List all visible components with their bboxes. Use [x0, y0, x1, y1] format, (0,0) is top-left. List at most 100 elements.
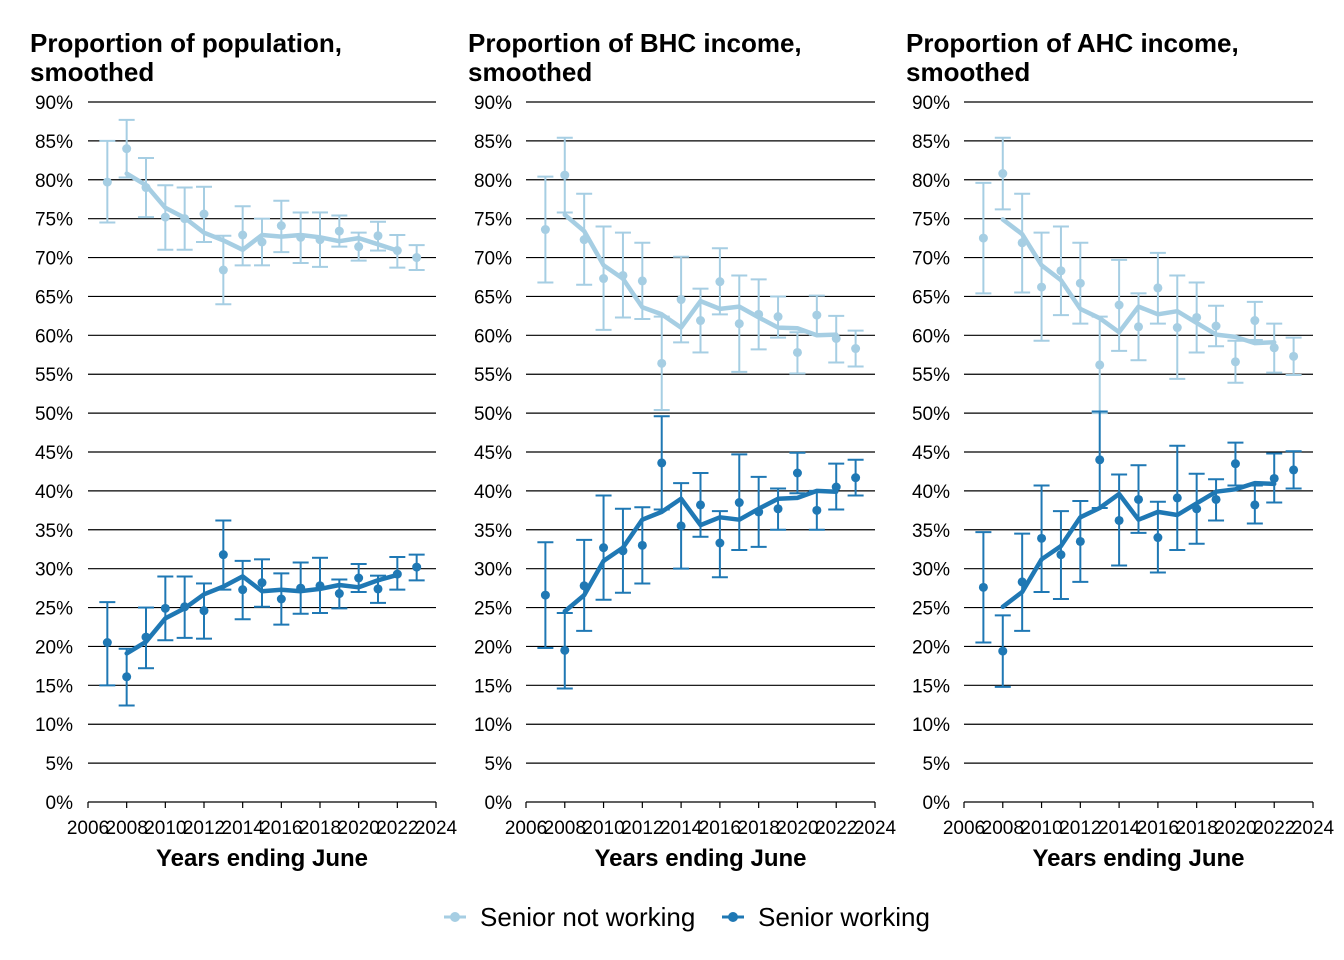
data-point — [160, 603, 170, 613]
data-point — [199, 209, 209, 219]
x-tick-label: 2018 — [738, 818, 780, 839]
y-tick-label: 50% — [474, 404, 512, 425]
y-tick-label: 45% — [912, 443, 950, 464]
data-point — [1017, 577, 1027, 587]
y-tick-label: 25% — [474, 599, 512, 620]
y-tick-label: 90% — [912, 93, 950, 114]
data-point — [141, 183, 151, 193]
data-point — [1230, 459, 1240, 469]
data-point — [579, 235, 589, 245]
y-tick-label: 50% — [912, 404, 950, 425]
data-point — [1095, 360, 1105, 370]
y-tick-label: 40% — [35, 482, 73, 503]
data-point — [257, 237, 267, 247]
data-point — [1269, 343, 1279, 353]
series-working — [99, 519, 425, 707]
data-point — [1211, 494, 1221, 504]
chart-title-line: smoothed — [906, 57, 1030, 87]
x-tick-label: 2020 — [1214, 818, 1256, 839]
y-tick-label: 55% — [912, 365, 950, 386]
legend-item-not-working: Senior not working — [444, 902, 695, 932]
data-point — [1172, 323, 1182, 333]
y-tick-label: 5% — [46, 754, 74, 775]
data-point — [560, 645, 570, 655]
y-tick-label: 15% — [474, 676, 512, 697]
data-point — [812, 505, 822, 515]
data-point — [676, 295, 686, 305]
chart-title-line: smoothed — [30, 57, 154, 87]
data-point — [1153, 533, 1163, 543]
data-point — [754, 309, 764, 319]
data-point — [334, 226, 344, 236]
data-point — [199, 606, 209, 616]
x-tick-label: 2010 — [144, 818, 186, 839]
data-point — [1037, 533, 1047, 543]
y-tick-label: 25% — [912, 599, 950, 620]
data-point — [238, 230, 248, 240]
x-axis-title: Years ending June — [156, 845, 368, 872]
data-point — [1095, 455, 1105, 465]
chart-panel-1: Proportion of population,smoothed 0% 5% 10%… — [30, 28, 458, 872]
data-point — [412, 562, 422, 572]
y-tick-label: 10% — [912, 715, 950, 736]
x-tick-label: 2012 — [621, 818, 663, 839]
data-point — [792, 468, 802, 478]
x-tick-label: 2018 — [1176, 818, 1218, 839]
y-tick-label: 75% — [912, 210, 950, 231]
smoothed-line-not-working — [124, 171, 400, 253]
data-point — [354, 573, 364, 583]
y-tick-label: 0% — [46, 793, 74, 814]
data-point — [1075, 278, 1085, 288]
legend-label-not-working: Senior not working — [480, 902, 695, 932]
smoothed-line-working — [1000, 480, 1277, 610]
y-tick-label: 75% — [35, 210, 73, 231]
data-point — [315, 581, 325, 591]
x-tick-label: 2014 — [222, 818, 265, 839]
data-point — [599, 543, 609, 553]
data-point — [734, 319, 744, 329]
chart-panel-3: Proportion of AHC income,smoothed 0% 5% 10%… — [906, 28, 1335, 872]
y-tick-label: 90% — [474, 93, 512, 114]
y-tick-label: 5% — [485, 754, 513, 775]
data-point — [1211, 321, 1221, 331]
data-point — [812, 310, 822, 320]
data-point — [122, 144, 132, 154]
y-tick-label: 35% — [912, 521, 950, 542]
y-tick-label: 55% — [35, 365, 73, 386]
data-point — [715, 538, 725, 548]
data-point — [315, 235, 325, 245]
data-point — [618, 270, 628, 280]
data-point — [579, 581, 589, 591]
x-tick-label: 2006 — [505, 818, 547, 839]
data-point — [831, 482, 841, 492]
y-tick-label: 85% — [912, 132, 950, 153]
y-tick-label: 80% — [474, 171, 512, 192]
series-not-working — [975, 136, 1302, 415]
data-point — [218, 265, 228, 275]
y-tick-label: 40% — [912, 482, 950, 503]
y-tick-label: 0% — [923, 793, 951, 814]
y-tick-label: 45% — [474, 443, 512, 464]
data-point — [334, 589, 344, 599]
y-tick-label: 60% — [912, 326, 950, 347]
data-point — [637, 276, 647, 286]
x-tick-label: 2018 — [299, 818, 341, 839]
x-tick-label: 2022 — [815, 818, 857, 839]
data-point — [696, 316, 705, 326]
data-point — [1037, 282, 1047, 292]
data-point — [1134, 494, 1143, 504]
y-tick-label: 10% — [35, 715, 73, 736]
y-tick-label: 70% — [35, 249, 73, 270]
smoothed-line-not-working — [1000, 217, 1277, 346]
data-point — [978, 582, 988, 592]
data-point — [392, 246, 402, 256]
data-point — [637, 540, 647, 550]
y-tick-label: 80% — [912, 171, 950, 192]
y-tick-label: 60% — [35, 326, 73, 347]
series-not-working — [537, 136, 864, 411]
data-point — [141, 632, 151, 642]
y-tick-label: 15% — [912, 676, 950, 697]
y-tick-label: 85% — [35, 132, 73, 153]
data-point — [1056, 266, 1066, 276]
